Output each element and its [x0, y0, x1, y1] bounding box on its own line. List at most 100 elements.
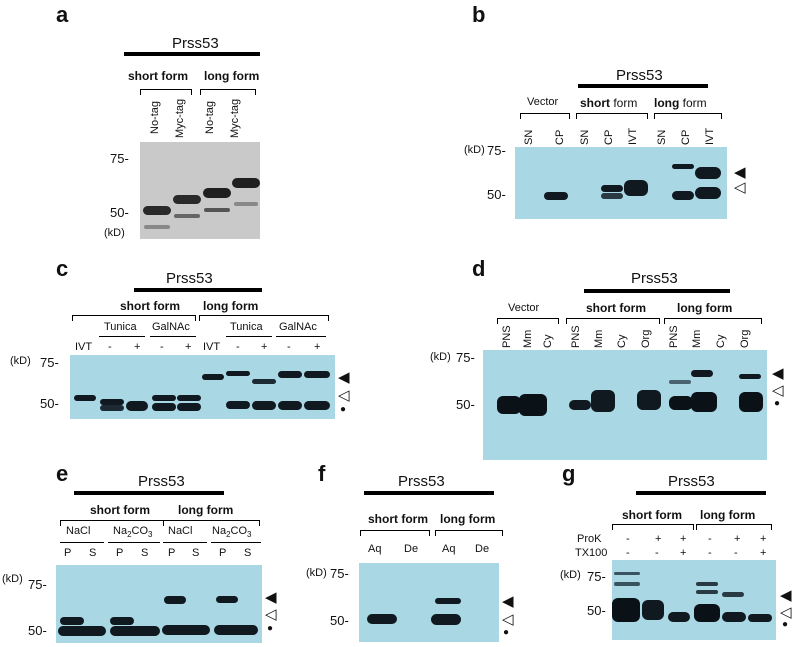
panel-g-plus: +	[655, 533, 662, 545]
panel-g-minus: -	[708, 533, 712, 545]
panel-d-bracket	[566, 318, 660, 319]
blot-band	[60, 617, 84, 625]
panel-d-lane-label: Mm	[593, 329, 605, 348]
panel-b-bracket	[576, 113, 648, 114]
panel-g-prok: ProK	[577, 533, 602, 545]
panel-g-gene: Prss53	[668, 473, 715, 490]
panel-c-kd: (kD)	[10, 355, 31, 367]
panel-d-marker-75: 75-	[456, 350, 475, 365]
panel-f-de: De	[404, 543, 419, 555]
panel-a-blot	[140, 142, 260, 239]
panel-c-sub-bracket	[226, 336, 272, 337]
blot-band	[202, 374, 224, 380]
panel-g-minus: -	[734, 547, 738, 559]
panel-e-bracket-tick	[60, 520, 61, 526]
panel-e-gene: Prss53	[138, 473, 185, 490]
panel-e-kd: (kD)	[2, 573, 23, 585]
panel-g-label: g	[562, 461, 576, 486]
blot-band	[226, 371, 250, 376]
blot-band	[691, 370, 713, 377]
panel-a-gene: Prss53	[172, 35, 219, 52]
panel-g-gene-bar	[636, 491, 766, 495]
blot-band	[669, 380, 691, 384]
panel-e-s: S	[89, 547, 97, 559]
panel-b-lane-label: CP	[603, 129, 615, 145]
blot-band	[696, 582, 718, 586]
blot-band	[110, 617, 134, 625]
panel-g-plus: +	[680, 533, 687, 545]
panel-f-marker-50: 50-	[330, 613, 349, 628]
panel-d-lane-label: Org	[640, 329, 652, 348]
filled-triangle-icon: ◀	[734, 164, 746, 181]
panel-g-plus: +	[734, 533, 741, 545]
panel-f-bracket	[435, 530, 503, 531]
blot-band	[637, 390, 661, 410]
panel-g-marker-75: 75-	[587, 569, 606, 584]
panel-a-kd: (kD)	[104, 227, 125, 239]
na2co3-co: CO	[131, 525, 149, 537]
blot-band	[126, 401, 148, 411]
panel-d-label: d	[472, 256, 486, 281]
panel-c-galnac: GalNAc	[152, 321, 190, 333]
panel-b-blot	[515, 147, 727, 219]
panel-e-na2co3: Na2CO3	[113, 526, 152, 539]
panel-d-marker-50: 50-	[456, 397, 475, 412]
blot-band	[252, 379, 276, 384]
open-triangle-icon: ◁	[772, 382, 784, 399]
blot-band	[614, 582, 640, 586]
panel-g-minus: -	[655, 547, 659, 559]
blot-band	[748, 614, 772, 622]
panel-a-lane-label: Myc-tag	[174, 98, 186, 138]
panel-a-bracket-tick	[191, 89, 192, 95]
panel-d-lane-label: PNS	[501, 325, 513, 348]
panel-e-long-form: long form	[178, 503, 234, 517]
panel-f-bracket-tick	[435, 530, 436, 536]
panel-d-long-form: long form	[677, 301, 733, 315]
panel-g-marker-50: 50-	[587, 603, 606, 618]
panel-e-p: P	[116, 547, 124, 559]
blot-band	[232, 178, 260, 188]
filled-triangle-icon: ◀	[265, 589, 277, 606]
panel-b-lane-label: CP	[680, 129, 692, 145]
panel-f-label: f	[318, 461, 326, 486]
panel-b-long-form: long form	[654, 97, 707, 109]
panel-f-bracket-tick	[429, 530, 430, 536]
na2co3-sub: 2	[127, 530, 132, 540]
panel-e-nacl: NaCl	[168, 525, 193, 537]
blot-band	[100, 405, 124, 411]
blot-band	[722, 592, 744, 597]
blot-band	[100, 399, 124, 405]
panel-e-bracket	[60, 520, 164, 521]
panel-g-kd: (kD)	[560, 569, 581, 581]
panel-d-lane-label: Mm	[691, 329, 703, 348]
panel-e-marker-75: 75-	[28, 577, 47, 592]
dot-icon: ●	[340, 404, 347, 415]
panel-e-p: P	[64, 547, 72, 559]
panel-c-minus: -	[160, 341, 164, 353]
open-triangle-icon: ◁	[780, 604, 792, 621]
blot-band	[216, 596, 238, 603]
panel-b-long-bold: long	[654, 96, 680, 110]
panel-e-gene-bar	[74, 491, 224, 495]
panel-d-bracket-tick	[659, 318, 660, 324]
filled-triangle-icon: ◀	[338, 369, 350, 386]
panel-g-bracket-tick	[612, 524, 613, 530]
panel-b-gene-bar	[578, 84, 708, 88]
panel-d-bracket-tick	[558, 318, 559, 324]
blot-band	[234, 202, 258, 206]
panel-f-bracket-tick	[360, 530, 361, 536]
blot-band	[110, 626, 160, 636]
panel-b-lane-label: IVT	[704, 127, 716, 145]
na2co3-na: Na	[212, 525, 227, 537]
panel-e-p: P	[219, 547, 227, 559]
panel-c-ivt: IVT	[75, 341, 93, 353]
panel-a-marker-75: 75-	[110, 151, 129, 166]
panel-a-bracket-tick	[140, 89, 141, 95]
panel-f-aq: Aq	[368, 543, 382, 555]
panel-b-lane-label: SN	[656, 129, 668, 145]
blot-band	[669, 396, 693, 410]
panel-a-bracket	[140, 89, 192, 90]
panel-g-plus: +	[680, 547, 687, 559]
blot-band	[252, 401, 276, 410]
panel-f-de: De	[475, 543, 490, 555]
